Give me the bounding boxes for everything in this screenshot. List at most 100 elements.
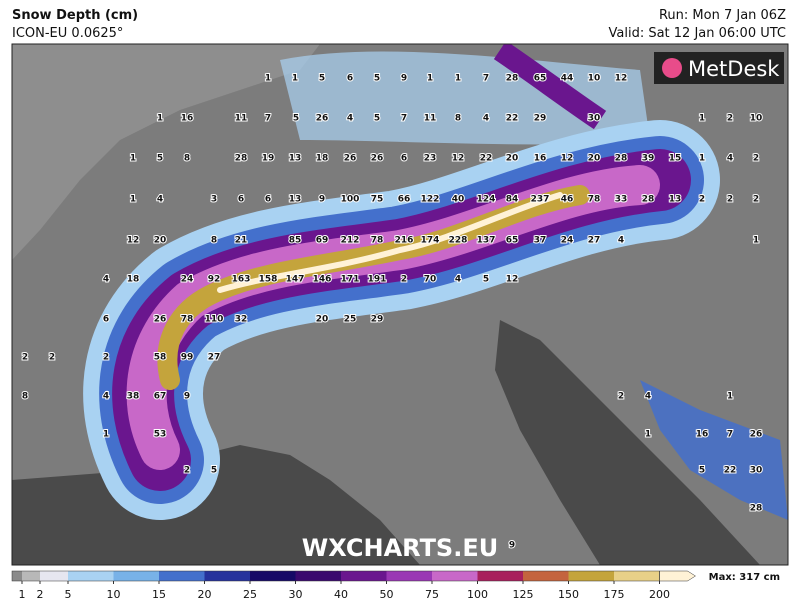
title: Snow Depth (cm) bbox=[12, 8, 138, 23]
legend-swatch bbox=[113, 571, 159, 581]
legend-tick-label: 75 bbox=[425, 588, 439, 601]
snow-depth-label: 2 bbox=[618, 392, 624, 402]
legend: 1 2 5 10 15 20 25 30 40 50 75 100 125 150 175 200 bbox=[11, 570, 696, 601]
run-time: Run: Mon 7 Jan 06Z bbox=[659, 8, 786, 23]
snow-depth-label: 8 bbox=[455, 114, 461, 124]
legend-swatch bbox=[22, 571, 40, 581]
snow-depth-label: 3 bbox=[211, 195, 217, 205]
snow-depth-label: 8 bbox=[184, 154, 190, 164]
snow-depth-label: 2 bbox=[49, 353, 55, 363]
legend-tick-label: 10 bbox=[107, 588, 121, 601]
snow-depth-label: 4 bbox=[455, 275, 461, 285]
alpine-snow bbox=[83, 120, 720, 520]
snow-depth-label: 20 bbox=[506, 154, 519, 164]
snow-depth-label: 4 bbox=[347, 114, 353, 124]
snow-depth-label: 12 bbox=[561, 154, 574, 164]
snow-depth-label: 53 bbox=[154, 430, 167, 440]
snow-depth-label: 1 bbox=[157, 114, 163, 124]
logo: MetDesk bbox=[688, 57, 780, 81]
snow-depth-label: 39 bbox=[642, 154, 655, 164]
snow-depth-label: 84 bbox=[506, 195, 519, 205]
snow-depth-label: 2 bbox=[184, 466, 190, 476]
legend-arrow bbox=[659, 570, 696, 582]
snow-depth-label: 1 bbox=[727, 392, 733, 402]
snow-north-band bbox=[493, 44, 607, 130]
snow-depth-label: 30 bbox=[750, 466, 763, 476]
snow-depth-label: 26 bbox=[154, 315, 167, 325]
snow-depth-label: 24 bbox=[181, 275, 194, 285]
snow-depth-label: 16 bbox=[181, 114, 194, 124]
snow-depth-label: 12 bbox=[127, 236, 140, 246]
legend-tick-label: 50 bbox=[380, 588, 394, 601]
snow-depth-label: 171 bbox=[341, 275, 360, 285]
snow-depth-label: 5 bbox=[293, 114, 299, 124]
snow-depth-label: 20 bbox=[316, 315, 329, 325]
snow-depth-label: 228 bbox=[449, 236, 468, 246]
snow-depth-label: 6 bbox=[265, 195, 271, 205]
snow-depth-label: 2 bbox=[753, 154, 759, 164]
snow-depth-label: 21 bbox=[235, 236, 248, 246]
snow-depth-label: 1 bbox=[699, 154, 705, 164]
legend-swatch bbox=[159, 571, 205, 581]
snow-depth-label: 5 bbox=[157, 154, 163, 164]
subtitle: ICON-EU 0.0625° bbox=[12, 26, 123, 41]
legend-swatch bbox=[432, 571, 478, 581]
snow-depth-label: 8 bbox=[22, 392, 28, 402]
snow-depth-label: 58 bbox=[154, 353, 167, 363]
snow-depth-label: 9 bbox=[401, 74, 407, 84]
snow-depth-label: 1 bbox=[427, 74, 433, 84]
snow-depth-label: 12 bbox=[452, 154, 465, 164]
snow-depth-label: 9 bbox=[509, 541, 515, 551]
snow-depth-label: 146 bbox=[313, 275, 332, 285]
legend-swatch bbox=[614, 571, 660, 581]
snow-depth-label: 6 bbox=[238, 195, 244, 205]
snow-depth-label: 9 bbox=[319, 195, 325, 205]
snow-depth-label: 8 bbox=[211, 236, 217, 246]
snow-depth-label: 27 bbox=[588, 236, 601, 246]
snow-depth-label: 70 bbox=[424, 275, 437, 285]
snow-depth-label: 1 bbox=[645, 430, 651, 440]
map-frame bbox=[11, 43, 789, 566]
watermark: WXCHARTS.EU bbox=[302, 534, 498, 562]
legend-swatch bbox=[477, 571, 523, 581]
legend-tick-label: 175 bbox=[604, 588, 625, 601]
snow-depth-label: 26 bbox=[750, 430, 763, 440]
valid-time: Valid: Sat 12 Jan 06:00 UTC bbox=[609, 26, 787, 41]
legend-swatch bbox=[386, 571, 432, 581]
snow-depth-label: 1 bbox=[130, 154, 136, 164]
snow-depth-label: 65 bbox=[506, 236, 519, 246]
snow-depth-label: 22 bbox=[480, 154, 493, 164]
snow-depth-label: 28 bbox=[642, 195, 655, 205]
snow-depth-label: 67 bbox=[154, 392, 167, 402]
snow-depth-label: 16 bbox=[696, 430, 709, 440]
snow-depth-label: 1 bbox=[130, 195, 136, 205]
snow-depth-label: 25 bbox=[344, 315, 357, 325]
snow-depth-label: 24 bbox=[561, 236, 574, 246]
legend-swatch bbox=[68, 571, 114, 581]
snow-depth-label: 2 bbox=[401, 275, 407, 285]
snow-depth-label: 20 bbox=[154, 236, 167, 246]
snow-depth-label: 163 bbox=[232, 275, 251, 285]
snow-depth-label: 27 bbox=[208, 353, 221, 363]
snow-depth-label: 33 bbox=[615, 195, 628, 205]
snow-depth-label: 124 bbox=[477, 195, 496, 205]
snow-depth-label: 5 bbox=[319, 74, 325, 84]
snow-depth-label: 174 bbox=[421, 236, 440, 246]
snow-depth-label: 38 bbox=[127, 392, 140, 402]
snow-depth-label: 4 bbox=[645, 392, 651, 402]
snow-depth-label: 122 bbox=[421, 195, 440, 205]
snow-depth-label: 26 bbox=[344, 154, 357, 164]
snow-depth-label: 29 bbox=[371, 315, 384, 325]
legend-tick-label: 1 bbox=[19, 588, 26, 601]
legend-swatch bbox=[523, 571, 569, 581]
legend-swatch bbox=[12, 571, 22, 581]
snow-depth-label: 5 bbox=[699, 466, 705, 476]
snow-depth-label: 10 bbox=[750, 114, 763, 124]
snow-depth-label: 5 bbox=[483, 275, 489, 285]
snow-depth-label: 78 bbox=[371, 236, 384, 246]
snow-depth-label: 22 bbox=[506, 114, 519, 124]
snow-depth-label: 18 bbox=[316, 154, 329, 164]
snow-depth-label: 158 bbox=[259, 275, 278, 285]
snow-depth-label: 66 bbox=[398, 195, 411, 205]
snow-depth-label: 28 bbox=[615, 154, 628, 164]
